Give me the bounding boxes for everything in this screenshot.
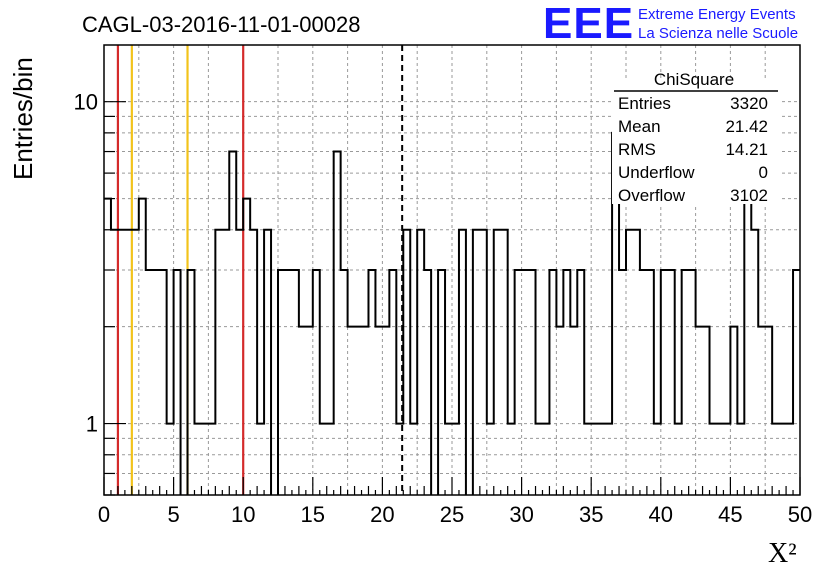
x-tick-label: 50	[788, 502, 812, 527]
y-tick-label: 1	[86, 412, 98, 437]
stats-row-label: Underflow	[618, 163, 695, 182]
x-tick-label: 5	[167, 502, 179, 527]
plot-frame	[103, 44, 801, 496]
logo-tagline-1: Extreme Energy Events	[638, 6, 796, 23]
x-tick-label: 40	[649, 502, 673, 527]
x-tick-label: 45	[718, 502, 742, 527]
stats-title: ChiSquare	[654, 70, 734, 89]
stats-box-background	[612, 80, 780, 204]
histogram-series	[104, 131, 800, 495]
stats-row-label: Entries	[618, 94, 671, 113]
x-tick-label: 10	[231, 502, 255, 527]
x-axis-label: X²	[768, 538, 797, 569]
y-tick-label: 10	[74, 90, 98, 115]
eee-logo-mark: EEE	[543, 0, 635, 48]
x-tick-label: 15	[301, 502, 325, 527]
x-tick-label: 35	[579, 502, 603, 527]
stats-row-value: 3320	[730, 94, 768, 113]
stats-row-label: RMS	[618, 140, 656, 159]
stats-row-label: Mean	[618, 117, 661, 136]
stats-row-value: 3102	[730, 186, 768, 205]
stats-row-value: 0	[759, 163, 768, 182]
logo-tagline-2: La Scienza nelle Scuole	[638, 25, 799, 42]
stats-row-label: Overflow	[618, 186, 686, 205]
x-tick-label: 30	[509, 502, 533, 527]
stats-row-value: 14.21	[725, 140, 768, 159]
chart-title: CAGL-03-2016-11-01-00028	[82, 12, 361, 37]
stats-row-value: 21.42	[725, 117, 768, 136]
x-tick-label: 20	[370, 502, 394, 527]
x-tick-label: 25	[440, 502, 464, 527]
stats-box: ChiSquare Entries 3320 Mean 21.42 RMS 14.21 Un…	[612, 70, 780, 205]
x-tick-label: 0	[98, 502, 110, 527]
